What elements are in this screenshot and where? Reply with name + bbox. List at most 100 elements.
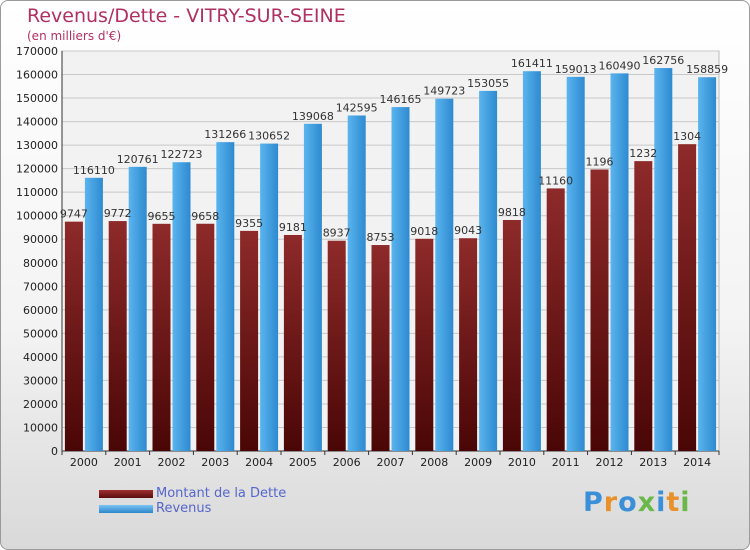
value-label-dette: 9355 [235,217,263,230]
bar-revenus [216,142,235,451]
y-tick-label: 110000 [16,186,58,199]
bar-revenus [435,98,454,452]
chart-title: Revenus/Dette - VITRY-SUR-SEINE [27,5,346,27]
logo-letter: x [637,487,657,518]
y-tick-label: 170000 [16,45,58,58]
bar-dette [240,230,259,451]
bar-revenus [128,166,147,451]
y-tick-label: 60000 [23,304,58,317]
bar-dette [64,221,83,451]
value-label-revenus: 158859 [686,63,728,76]
value-label-dette: 9043 [454,224,482,237]
bar-revenus [84,177,103,452]
value-label-dette: 11160 [538,174,573,187]
x-tick-label: 2014 [683,456,711,469]
chart-subtitle: (en milliers d'€) [27,29,122,43]
x-tick-label: 2004 [245,456,273,469]
bar-revenus [566,76,585,451]
y-tick-label: 100000 [16,210,58,223]
proxiti-logo: Proxiti [583,487,691,518]
value-label-revenus: 162756 [642,54,684,67]
value-label-dette: 9772 [104,207,132,220]
value-label-revenus: 146165 [380,93,422,106]
x-tick-label: 2012 [596,456,624,469]
bar-revenus [347,115,366,451]
x-tick-label: 2002 [158,456,186,469]
legend-swatch-revenus [99,505,153,513]
y-tick-label: 80000 [23,257,58,270]
bar-dette [546,188,565,452]
x-tick-label: 2011 [552,456,580,469]
value-label-dette: 9018 [410,225,438,238]
value-label-revenus: 153055 [467,77,509,90]
bar-dette [108,221,127,451]
bar-dette [371,245,390,451]
value-label-revenus: 130652 [248,130,290,143]
y-tick-label: 50000 [23,327,58,340]
x-tick-label: 2000 [70,456,98,469]
value-label-revenus: 159013 [555,63,597,76]
bar-revenus [172,162,191,452]
value-label-dette: 9181 [279,221,307,234]
x-tick-label: 2005 [289,456,317,469]
plot-area [61,50,720,452]
y-tick-label: 70000 [23,280,58,293]
x-tick-label: 2008 [420,456,448,469]
value-label-revenus: 161411 [511,57,553,70]
legend-label-dette: Montant de la Dette [156,486,287,501]
bar-revenus [698,77,717,452]
y-tick-label: 10000 [23,421,58,434]
value-label-dette: 8753 [367,231,395,244]
y-tick-label: 40000 [23,351,58,364]
x-tick-label: 2007 [377,456,405,469]
x-tick-label: 2009 [464,456,492,469]
y-tick-label: 0 [51,445,58,458]
bar-dette [502,219,521,451]
y-tick-label: 160000 [16,69,58,82]
logo-letter: r [603,487,619,518]
x-tick-label: 2003 [201,456,229,469]
legend-label-revenus: Revenus [156,501,212,516]
logo-letter: o [618,487,638,518]
logo-letter: t [666,487,681,518]
value-label-dette: 9747 [60,208,88,221]
bar-dette [327,240,346,451]
value-label-dette: 1232 [629,147,657,160]
value-label-revenus: 116110 [73,164,115,177]
bar-dette [590,169,609,452]
y-tick-label: 140000 [16,116,58,129]
bar-revenus [303,123,322,451]
value-label-dette: 9655 [148,210,176,223]
y-tick-label: 130000 [16,139,58,152]
bar-revenus [522,71,541,451]
bar-revenus [391,107,410,452]
x-tick-label: 2010 [508,456,536,469]
bar-dette [678,144,697,452]
value-label-revenus: 131266 [204,128,246,141]
bar-revenus [260,143,279,451]
value-label-dette: 8937 [323,227,351,240]
bar-dette [459,238,478,451]
bar-dette [415,238,434,451]
value-label-revenus: 139068 [292,110,334,123]
x-tick-label: 2013 [639,456,667,469]
value-label-revenus: 160490 [599,59,641,72]
value-label-revenus: 122723 [161,148,203,161]
bar-dette [196,223,215,451]
value-label-revenus: 142595 [336,101,378,114]
bar-dette [634,161,653,451]
bar-dette [152,223,171,451]
y-tick-label: 20000 [23,398,58,411]
y-tick-label: 90000 [23,233,58,246]
y-tick-label: 120000 [16,163,58,176]
value-label-dette: 1304 [673,130,701,143]
bar-revenus [479,90,498,451]
y-tick-label: 150000 [16,92,58,105]
x-tick-label: 2001 [114,456,142,469]
bar-revenus [654,68,673,451]
logo-letter: P [583,487,604,518]
value-label-dette: 1196 [586,156,614,169]
legend-swatch-dette [99,490,153,498]
